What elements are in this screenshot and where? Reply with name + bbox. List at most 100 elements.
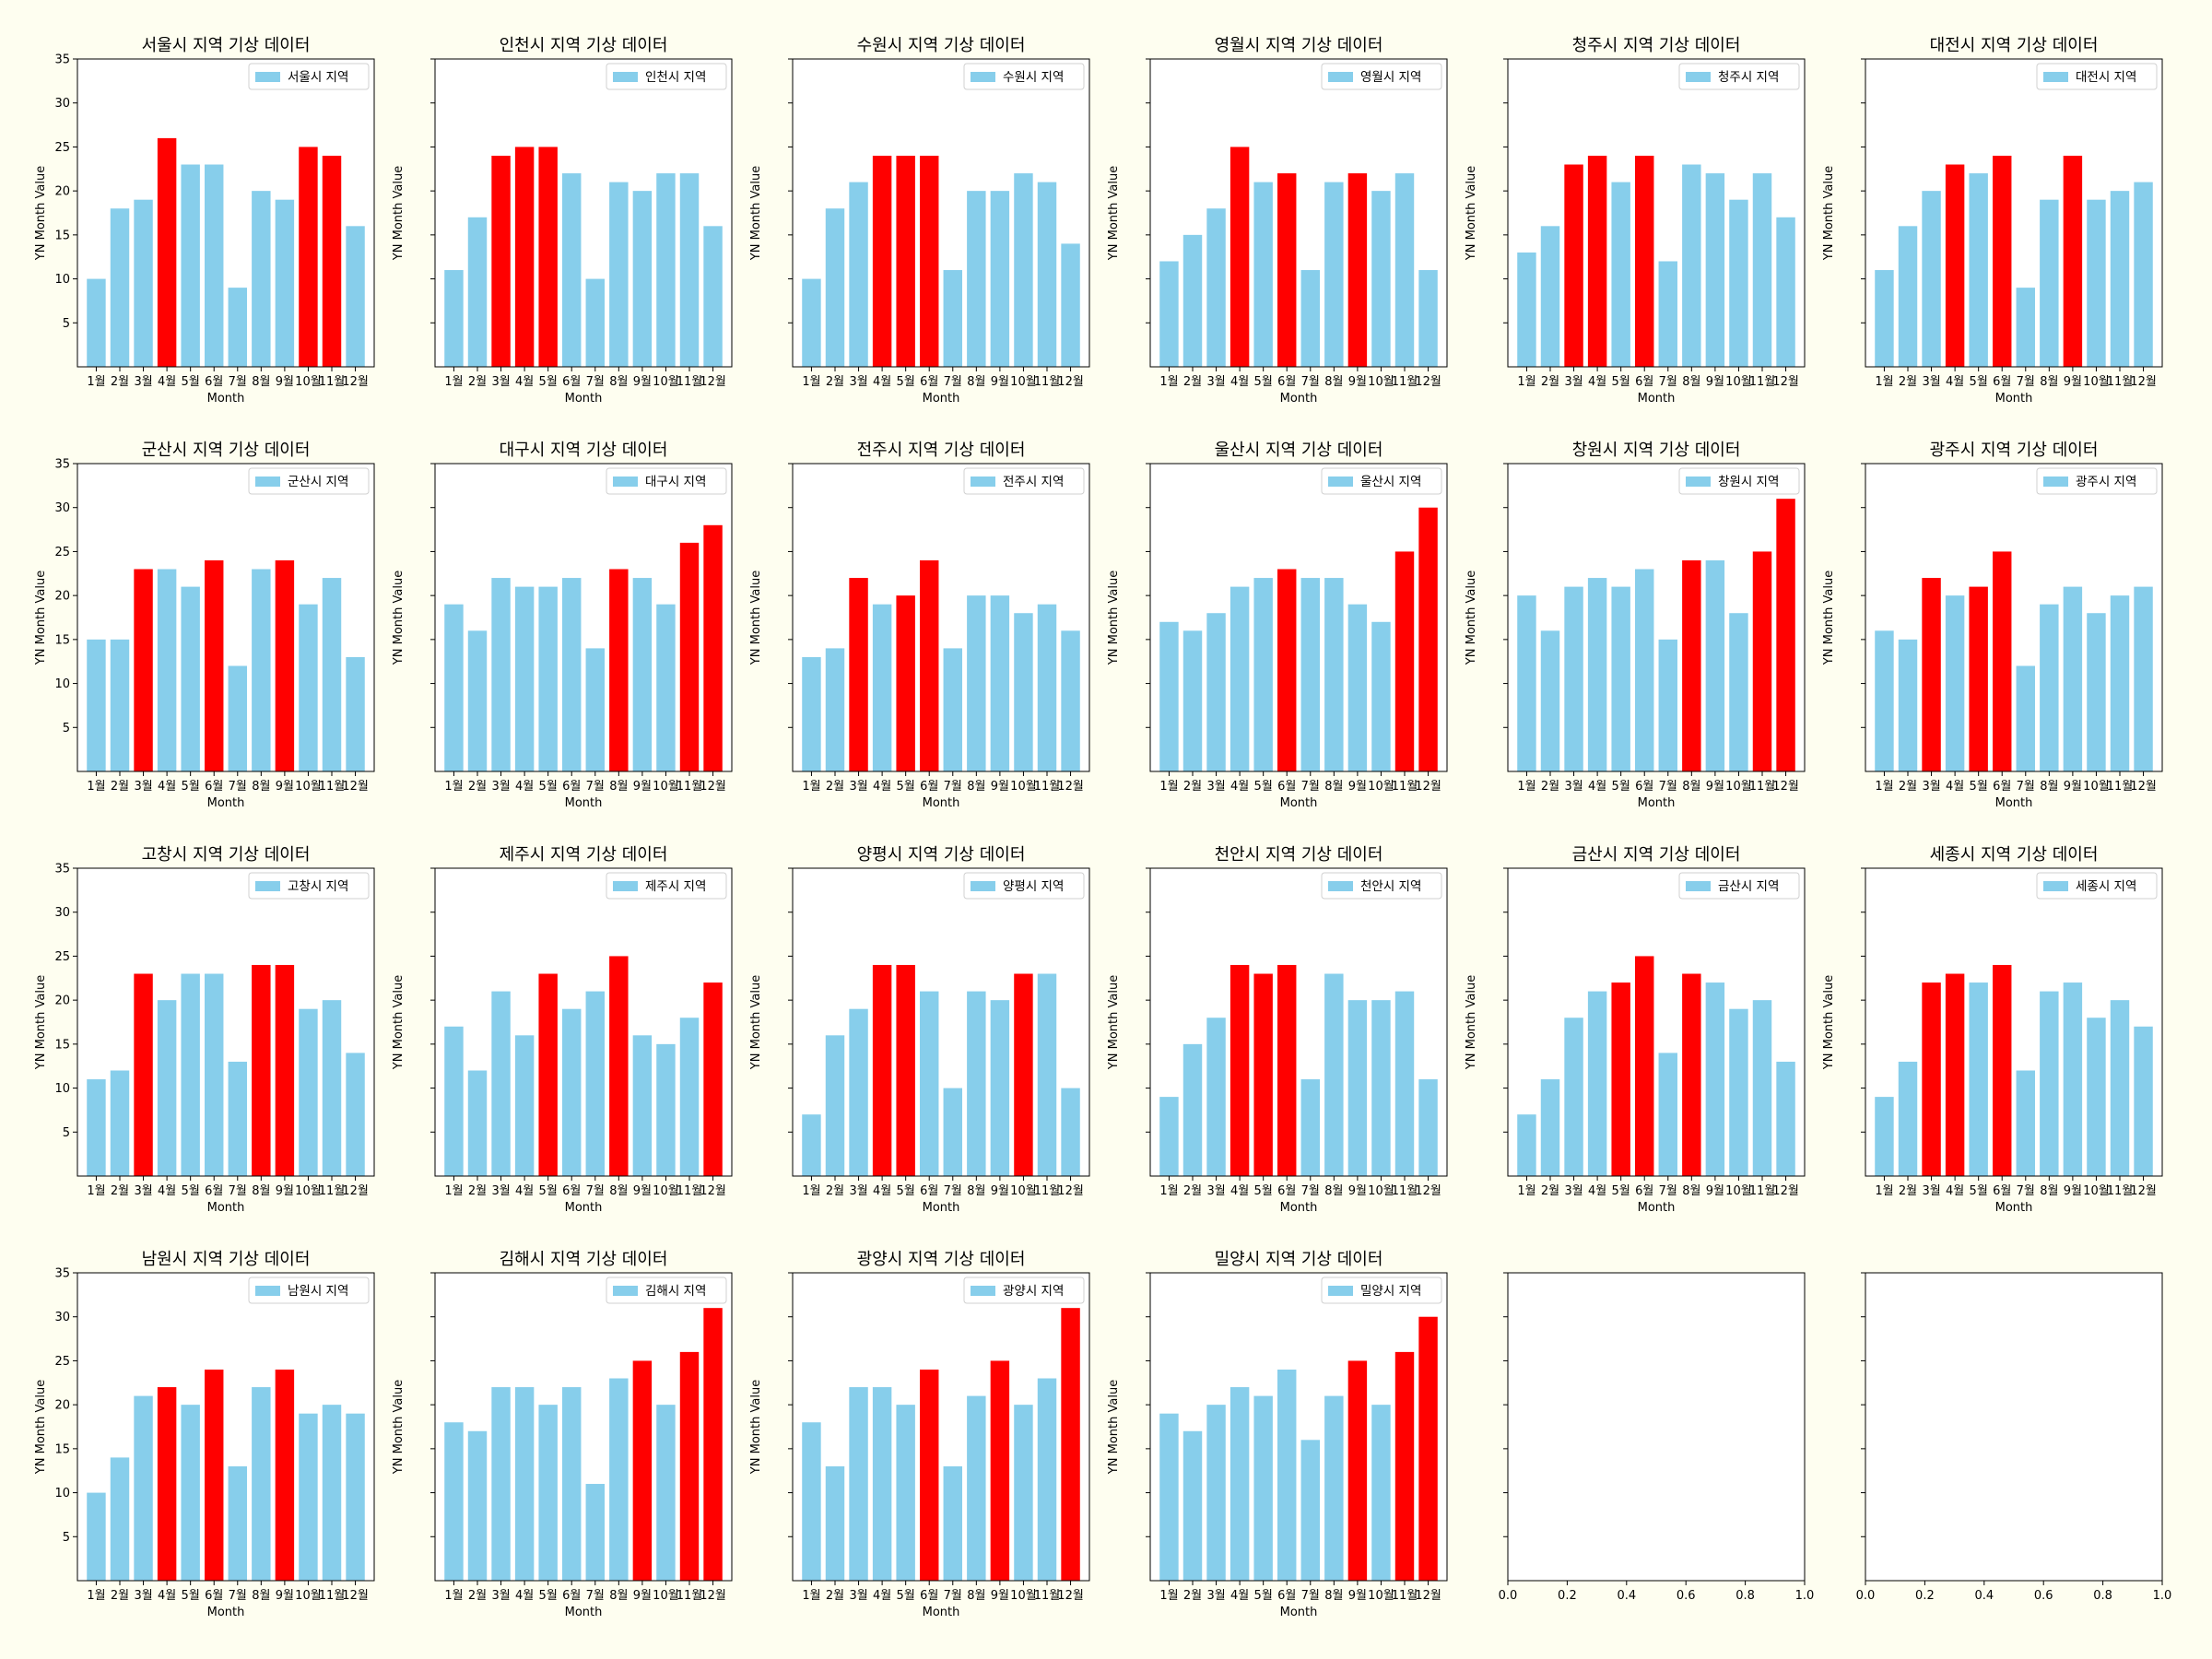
axes-frame [1507,1272,1806,1582]
bar-2 [1540,1079,1560,1176]
bar-9 [632,1360,653,1581]
axes-frame [1149,58,1448,368]
bar-2 [1182,1430,1203,1581]
x-tick-label: 12월 [342,780,369,794]
legend: 군산시 지역 [248,467,370,495]
x-tick-label: 9월 [1348,1184,1367,1198]
x-tick-label: 3월 [1206,375,1225,389]
y-tick-label: 30 [54,97,70,111]
x-tick-label: 0.6 [1677,1589,1696,1603]
legend-swatch [1686,881,1711,891]
legend-box [1678,63,1800,90]
bar-5 [1611,982,1630,1176]
subplot-24: 0.0 0.2 0.4 0.6 0.8 1.0 [1856,1272,2171,1603]
legend-swatch [971,1286,995,1296]
x-tick-label: 10월 [1725,375,1752,389]
x-tick-label: 8월 [1324,780,1343,794]
bar-4 [157,1387,177,1581]
x-tick-label: 4월 [873,1184,891,1198]
bar-3 [1206,1405,1226,1581]
legend-label: 영월시 지역 [1360,70,1421,85]
x-tick-label: 9월 [2064,1184,2082,1198]
bar-1 [1875,630,1894,771]
bar-9 [632,191,653,367]
chart-title: 전주시 지역 기상 데이터 [857,441,1026,460]
bar-12 [703,982,723,1176]
x-tick-label: 11월 [319,375,346,389]
x-axis-label: Month [1638,392,1676,406]
x-tick-label: 10월 [295,1589,322,1603]
x-tick-label: 6월 [205,1589,223,1603]
x-tick-label: 7월 [586,1184,605,1198]
bar-9 [1705,559,1725,771]
x-tick-label: 0.4 [1974,1589,1994,1603]
x-tick-label: 2월 [1183,1184,1202,1198]
x-tick-label: 12월 [700,780,726,794]
legend-label: 천안시 지역 [1360,879,1421,894]
axes-frame [1149,463,1448,772]
legend-label: 수원시 지역 [1003,70,1064,85]
bar-7 [943,648,962,771]
bar-11 [322,578,342,771]
bar-12 [1061,1308,1080,1581]
x-tick-label: 5월 [182,1184,200,1198]
bar-7 [1658,639,1677,771]
x-tick-label: 1월 [444,375,463,389]
bar-11 [1037,1378,1057,1581]
chart-title: 광양시 지역 기상 데이터 [857,1250,1026,1269]
legend-label: 인천시 지역 [645,70,706,85]
x-tick-label: 10월 [653,780,679,794]
bar-9 [1347,1000,1368,1176]
x-tick-label: 3월 [849,780,867,794]
legend: 제주시 지역 [606,872,727,900]
bar-9 [1347,173,1368,367]
bar-10 [299,604,318,771]
legend-label: 고창시 지역 [288,879,348,894]
x-tick-label: 10월 [2083,1184,2110,1198]
bar-1 [87,1079,106,1176]
x-tick-label: 10월 [1725,1184,1752,1198]
x-tick-label: 1월 [802,375,820,389]
x-tick-label: 5월 [1254,780,1273,794]
chart-title: 영월시 지역 기상 데이터 [1215,36,1383,55]
x-tick-label: 6월 [205,1184,223,1198]
x-tick-label: 12월 [1772,375,1799,389]
x-tick-label: 1월 [444,1184,463,1198]
legend-swatch [1686,72,1711,82]
bar-7 [1658,1053,1677,1176]
x-axis-label: Month [565,796,603,810]
bar-10 [1729,1008,1748,1176]
x-tick-label: 4월 [873,1589,891,1603]
x-tick-label: 10월 [653,375,679,389]
bar-5 [538,147,558,367]
x-tick-label: 7월 [229,1589,247,1603]
bar-9 [275,1369,295,1581]
bar-12 [1418,1079,1438,1176]
x-tick-label: 1월 [87,1184,105,1198]
bar-3 [1922,191,1941,367]
x-tick-label: 11월 [1034,1184,1061,1198]
bar-6 [920,559,939,771]
x-axis-label: Month [565,1201,603,1215]
legend: 김해시 지역 [606,1277,727,1304]
bar-3 [1922,982,1941,1176]
bar-10 [656,604,676,771]
x-tick-label: 9월 [991,375,1009,389]
bar-5 [181,1405,200,1581]
axes-frame [792,463,1090,772]
x-tick-label: 2월 [1541,1184,1559,1198]
x-tick-label: 2월 [1183,1589,1202,1603]
axes-frame [434,1272,733,1582]
axes-frame [434,463,733,772]
x-tick-label: 8월 [252,375,270,389]
legend-swatch [613,477,638,487]
legend: 청주시 지역 [1678,63,1800,90]
x-tick-label: 7월 [944,780,962,794]
x-tick-label: 8월 [1682,1184,1700,1198]
x-tick-label: 8월 [967,1589,985,1603]
axes-frame [1865,58,2163,368]
bar-12 [346,656,365,771]
